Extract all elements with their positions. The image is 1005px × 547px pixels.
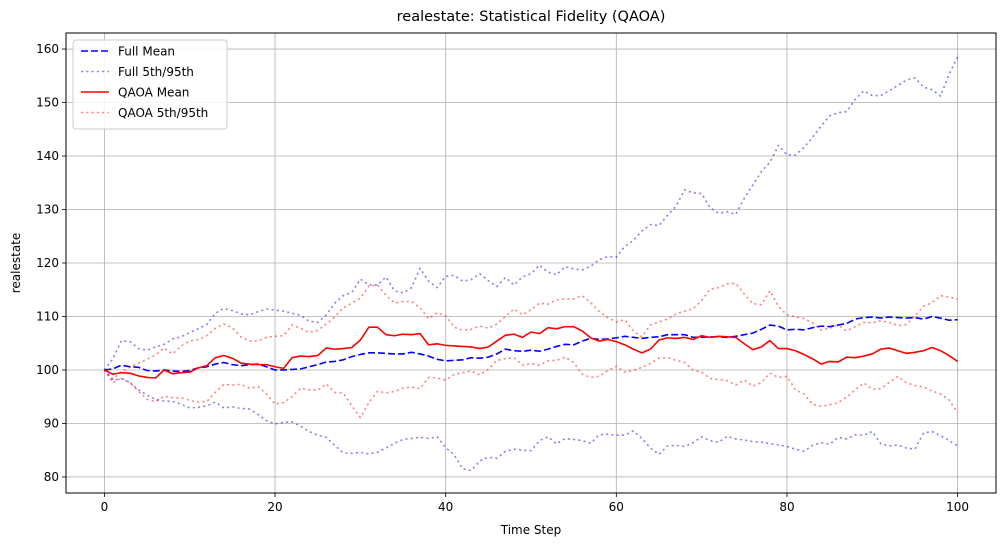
x-tick-label: 0 [101, 500, 109, 514]
x-tick-label: 20 [267, 500, 282, 514]
series-line-5 [103, 356, 959, 419]
chart-title: realestate: Statistical Fidelity (QAOA) [397, 9, 666, 25]
y-tick-label: 110 [36, 309, 59, 323]
y-tick-label: 90 [44, 416, 59, 430]
legend-box [72, 39, 228, 130]
y-tick-label: 130 [36, 203, 59, 217]
legend-label: QAOA 5th/95th [118, 106, 208, 120]
y-tick-label: 120 [36, 256, 59, 270]
y-tick-label: 80 [44, 470, 59, 484]
legend-label: QAOA Mean [118, 86, 189, 100]
grid [66, 33, 996, 493]
y-axis: 80 90 100 110 120 130 140 150 160 [36, 42, 66, 484]
x-tick-label: 100 [946, 500, 969, 514]
y-tick-label: 150 [36, 96, 59, 110]
series-line-1 [103, 56, 959, 371]
series-line-3 [104, 325, 959, 379]
y-tick-label: 160 [36, 42, 59, 56]
series-line-2 [103, 369, 959, 472]
x-axis: 0 20 40 60 80 100 [101, 493, 969, 514]
y-tick-label: 100 [36, 363, 59, 377]
legend: Full Mean Full 5th/95th QAOA Mean QAOA 5th/… [72, 39, 228, 130]
x-tick-label: 80 [779, 500, 794, 514]
x-tick-label: 60 [609, 500, 624, 514]
x-tick-label: 40 [438, 500, 453, 514]
y-axis-label: realestate [9, 233, 23, 294]
y-tick-label: 140 [36, 149, 59, 163]
series-line-0 [104, 315, 958, 373]
x-axis-label: Time Step [500, 523, 562, 537]
series-lines [103, 56, 959, 472]
legend-label: Full 5th/95th [118, 65, 194, 79]
legend-label: Full Mean [118, 45, 175, 59]
